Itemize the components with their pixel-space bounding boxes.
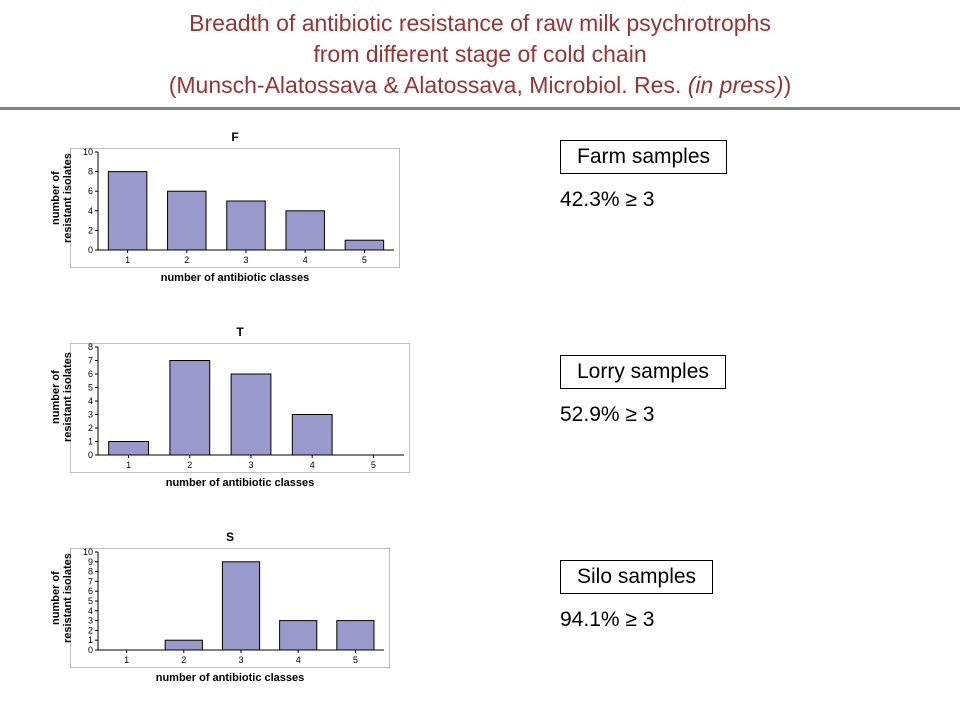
label-f-group: Farm samples 42.3% ≥ 3 — [560, 140, 727, 212]
svg-text:1: 1 — [88, 437, 93, 447]
chart-s-xlabel: number of antibiotic classes — [70, 672, 390, 684]
title-block: Breadth of antibiotic resistance of raw … — [0, 0, 960, 101]
label-s-group: Silo samples 94.1% ≥ 3 — [560, 560, 713, 632]
svg-text:4: 4 — [88, 206, 93, 216]
chart-f-ylabel: number of resistant isolates — [50, 148, 74, 248]
svg-text:8: 8 — [88, 167, 93, 177]
stat-s: 94.1% ≥ 3 — [560, 608, 713, 632]
svg-text:8: 8 — [88, 343, 93, 352]
stat-t: 52.9% ≥ 3 — [560, 403, 726, 427]
title-line-2: from different stage of cold chain — [0, 39, 960, 70]
chart-t-ylabel: number of resistant isolates — [50, 347, 74, 447]
svg-text:4: 4 — [88, 606, 93, 616]
svg-text:3: 3 — [238, 655, 243, 665]
svg-text:10: 10 — [83, 548, 93, 557]
label-s-box: Silo samples — [560, 560, 713, 594]
svg-text:2: 2 — [181, 655, 186, 665]
title-line-3b: (in press) — [688, 72, 784, 98]
svg-text:1: 1 — [125, 255, 130, 265]
chart-t-xlabel: number of antibiotic classes — [70, 477, 410, 489]
svg-text:2: 2 — [184, 255, 189, 265]
chart-s-wrap: S number of resistant isolates 012345678… — [70, 530, 390, 684]
chart-f-xlabel: number of antibiotic classes — [70, 272, 400, 284]
svg-text:0: 0 — [88, 450, 93, 460]
chart-s: 01234567891012345 — [70, 548, 390, 668]
svg-text:1: 1 — [88, 635, 93, 645]
svg-text:10: 10 — [83, 148, 93, 157]
title-line-3c: ) — [784, 72, 792, 98]
title-line-1: Breadth of antibiotic resistance of raw … — [0, 8, 960, 39]
chart-t-wrap: T number of resistant isolates 012345678… — [70, 325, 410, 489]
svg-text:9: 9 — [88, 557, 93, 567]
svg-text:5: 5 — [362, 255, 367, 265]
svg-text:8: 8 — [88, 567, 93, 577]
svg-text:3: 3 — [88, 410, 93, 420]
svg-text:5: 5 — [371, 460, 376, 470]
svg-text:0: 0 — [88, 645, 93, 655]
svg-text:7: 7 — [88, 576, 93, 586]
svg-text:4: 4 — [88, 396, 93, 406]
svg-text:3: 3 — [88, 616, 93, 626]
chart-t-letter: T — [70, 325, 410, 339]
svg-text:6: 6 — [88, 369, 93, 379]
svg-text:2: 2 — [187, 460, 192, 470]
label-f-box: Farm samples — [560, 140, 727, 174]
svg-text:2: 2 — [88, 423, 93, 433]
svg-text:7: 7 — [88, 356, 93, 366]
svg-text:2: 2 — [88, 625, 93, 635]
svg-text:5: 5 — [88, 596, 93, 606]
chart-f: 024681012345 — [70, 148, 400, 268]
svg-text:1: 1 — [124, 655, 129, 665]
svg-text:4: 4 — [303, 255, 308, 265]
chart-t: 0 1 2 3 4 5 6 7 8 1 2 3 4 5 — [70, 343, 410, 473]
stat-f: 42.3% ≥ 3 — [560, 188, 727, 212]
chart-s-ylabel: number of resistant isolates — [50, 548, 74, 648]
label-t-group: Lorry samples 52.9% ≥ 3 — [560, 355, 726, 427]
divider — [0, 107, 960, 110]
label-t-box: Lorry samples — [560, 355, 726, 389]
title-line-3: (Munsch-Alatossava & Alatossava, Microbi… — [0, 70, 960, 101]
chart-f-letter: F — [70, 130, 400, 144]
chart-s-letter: S — [70, 530, 390, 544]
svg-text:3: 3 — [243, 255, 248, 265]
svg-text:6: 6 — [88, 586, 93, 596]
svg-text:4: 4 — [296, 655, 301, 665]
svg-text:5: 5 — [353, 655, 358, 665]
svg-text:0: 0 — [88, 245, 93, 255]
svg-text:3: 3 — [248, 460, 253, 470]
svg-text:2: 2 — [88, 225, 93, 235]
svg-text:6: 6 — [88, 186, 93, 196]
svg-text:1: 1 — [126, 460, 131, 470]
chart-f-wrap: F number of resistant isolates 024681012… — [70, 130, 400, 284]
svg-text:5: 5 — [88, 383, 93, 393]
title-line-3a: (Munsch-Alatossava & Alatossava, Microbi… — [169, 72, 688, 98]
svg-text:4: 4 — [310, 460, 315, 470]
